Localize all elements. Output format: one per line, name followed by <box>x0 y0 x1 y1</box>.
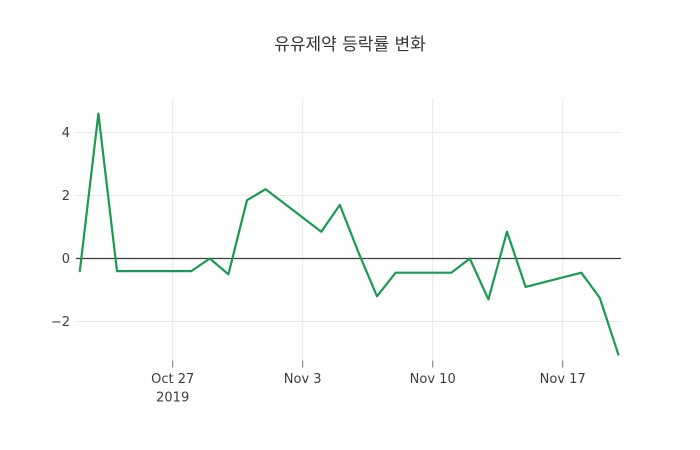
y-tick-label: 2 <box>62 189 70 204</box>
x-tick-label: Nov 3 <box>284 372 322 387</box>
grid-layer <box>76 98 621 368</box>
y-tick-label: 4 <box>62 126 70 141</box>
series-layer <box>78 112 620 356</box>
x-tick-label: Nov 10 <box>410 372 456 387</box>
axis-label-layer: Oct 27 2019 Nov 3 Nov 10 Nov 17 4 2 0 −2 <box>51 126 586 406</box>
x-tick-sublabel: 2019 <box>156 391 189 406</box>
y-tick-label: −2 <box>51 315 70 330</box>
x-tick-label: Oct 27 <box>151 372 194 387</box>
x-tick-label: Nov 17 <box>540 372 586 387</box>
y-tick-label: 0 <box>62 252 70 267</box>
price-change-line <box>78 112 620 356</box>
chart-title: 유유제약 등락률 변화 <box>274 35 426 55</box>
